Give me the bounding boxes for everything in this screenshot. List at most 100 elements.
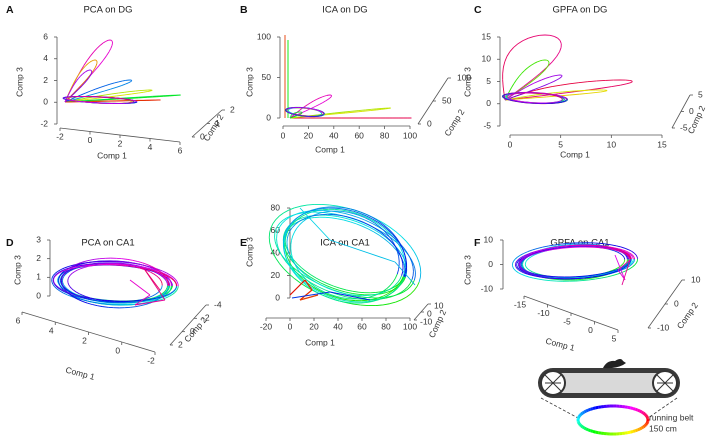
belt-ring [581,426,582,427]
trajectory [534,62,537,64]
trajectory [506,98,507,99]
tick-label: -4 [214,299,222,309]
trajectory [509,98,510,99]
trajectory [101,86,106,88]
belt-label: running belt [649,412,694,422]
tick-label: 0 [508,139,513,149]
trajectory [543,276,548,277]
mouse [603,359,626,368]
panel: FGPFA on CA1-15-10-505Comp 1-10010Comp 2… [462,234,700,353]
trajectory [343,300,349,301]
trajectory [92,304,97,305]
belt-ring [583,427,585,428]
trajectory [91,73,92,75]
trajectory [275,242,276,246]
belt-ring [581,413,582,414]
trajectory [118,92,124,93]
trajectory [69,285,70,287]
trajectory [307,204,314,205]
trajectory [528,250,533,252]
trajectory [561,76,562,77]
trajectory [507,98,508,99]
axis-label: Comp 3 [14,67,24,97]
trajectory [510,99,511,100]
belt-ring [646,424,647,425]
trajectory [632,251,634,253]
trajectory [543,246,549,247]
trajectory [80,93,85,95]
trajectory [116,95,124,96]
belt-ring [588,409,590,410]
trajectory [414,277,415,281]
trajectory [344,213,351,215]
trajectory [540,60,543,61]
trajectory [295,228,297,232]
trajectory [99,61,103,66]
trajectory [589,279,595,280]
trajectory [528,65,531,67]
trajectory [611,245,616,246]
trajectory [359,218,366,221]
trajectory [516,262,517,264]
trajectory [549,93,556,94]
trajectory [63,282,64,284]
trajectory [322,96,324,97]
trajectory [562,97,563,98]
trajectory [547,60,548,61]
trajectory [528,269,530,270]
belt-ring [586,410,588,411]
trajectory [563,98,564,99]
trajectory [279,213,283,216]
tick-label: 10 [607,139,617,149]
trajectory [295,116,297,117]
trajectory [556,92,563,93]
trajectory [83,301,88,303]
trajectory [512,95,519,98]
trajectory [176,279,178,281]
trajectory [514,259,516,261]
trajectory [351,111,358,112]
trajectory [534,81,538,83]
trajectory [319,97,322,98]
trajectory [532,248,537,250]
trajectory [177,288,178,290]
trajectory [121,84,125,85]
trajectory [52,275,53,277]
belt-ring [593,408,596,409]
tick-label: 80 [271,202,281,212]
trajectory [512,100,514,101]
trajectory [70,273,72,275]
panel-letter: B [240,4,248,16]
trajectory [553,76,556,77]
trajectory [560,97,561,98]
trajectory [630,80,632,81]
trajectory [505,98,506,99]
trajectory [93,261,99,262]
trajectory [72,272,74,274]
trajectory [629,250,632,252]
trajectory [504,95,505,96]
trajectory [522,70,525,73]
trajectory [636,255,637,257]
trajectory [396,300,402,302]
trajectory [331,216,337,217]
trajectory [130,81,131,82]
tick-label: 6 [43,31,48,41]
trajectory [340,288,346,290]
panel: APCA on DG-20246Comp 1012Comp 2-20246Com… [6,4,235,160]
trajectory [52,282,53,284]
trajectory [101,300,107,301]
trajectory [552,57,556,62]
trajectory [401,236,406,241]
trajectory [561,243,567,244]
trajectory [390,282,393,285]
belt-ring [580,414,581,415]
trajectory [410,284,412,287]
tick-label: 0 [266,112,271,122]
trajectory [110,83,114,84]
trajectory [345,112,354,113]
trajectory [507,52,510,57]
trajectory [359,292,365,293]
trajectory [158,278,160,280]
